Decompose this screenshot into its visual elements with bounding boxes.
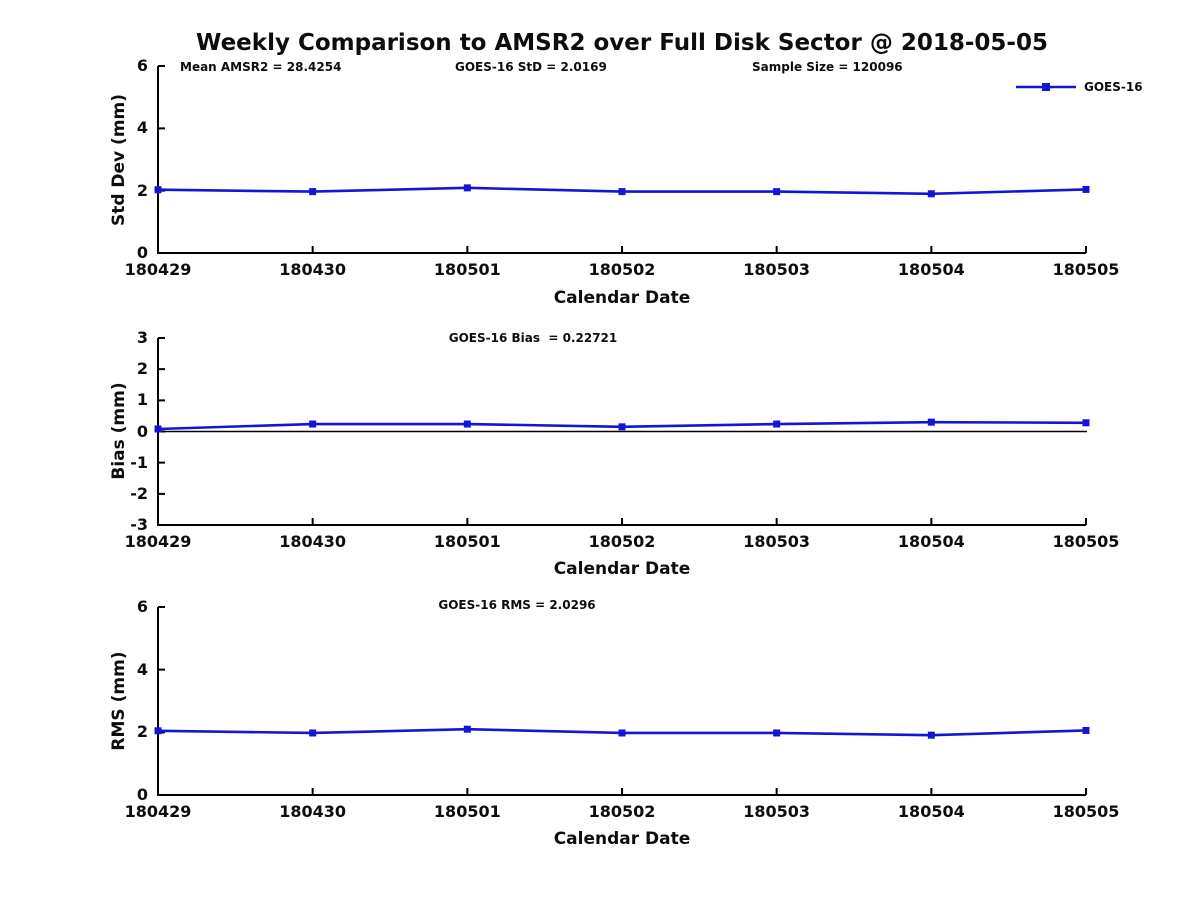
x-tick-label: 180504 [897, 260, 965, 279]
x-axis-label-3: Calendar Date [553, 829, 691, 849]
data-point-marker [309, 188, 317, 196]
legend-series-label: GOES-16 [1084, 80, 1143, 94]
data-point-marker [1082, 726, 1090, 734]
x-tick-label: 180429 [124, 260, 192, 279]
x-tick-label: 180501 [433, 532, 501, 551]
data-point-marker [618, 729, 626, 737]
x-tick-label: 180503 [743, 260, 811, 279]
axis-path [157, 65, 1087, 254]
axis-path [157, 606, 1087, 796]
x-tick-label: 180502 [588, 260, 656, 279]
y-tick-label: 6 [136, 56, 148, 75]
data-point-marker [154, 425, 162, 433]
data-point-marker [773, 188, 781, 196]
axis-path [157, 607, 1086, 796]
legend: GOES-16 [1015, 80, 1143, 94]
data-point-marker [309, 420, 317, 428]
y-tick-label: -2 [130, 483, 148, 503]
x-tick-label: 180429 [124, 802, 192, 821]
y-tick-label: 0 [136, 785, 148, 804]
x-tick-label: 180503 [743, 532, 811, 551]
figure-title: Weekly Comparison to AMSR2 over Full Dis… [196, 30, 1048, 56]
data-point-marker [927, 190, 935, 198]
data-point-marker [154, 727, 162, 735]
x-tick-label: 180501 [433, 260, 501, 279]
x-axis-label-2: Calendar Date [553, 559, 691, 579]
axis-path [157, 66, 1086, 254]
y-tick-label: -3 [130, 515, 148, 534]
x-tick-label: 180505 [1052, 260, 1120, 279]
data-point-marker [773, 420, 781, 428]
x-tick-label: 180503 [743, 802, 811, 821]
y-axis-label-std-dev: Std Dev (mm) [109, 93, 129, 227]
y-tick-label: 1 [136, 390, 148, 410]
x-tick-label: 180504 [897, 532, 965, 551]
legend-line-sample [1016, 83, 1076, 91]
annotation-mean-amsr2: Mean AMSR2 = 28.4254 [180, 60, 342, 74]
data-point-marker [1082, 419, 1090, 427]
data-point-marker [309, 729, 317, 737]
x-tick-label: 180430 [279, 532, 347, 551]
data-point-marker [927, 418, 935, 426]
x-tick-label: 180429 [124, 532, 192, 551]
x-tick-label: 180505 [1052, 532, 1120, 551]
data-point-marker [1082, 185, 1090, 193]
y-tick-label: 0 [136, 421, 148, 441]
y-tick-label: 4 [136, 118, 148, 138]
annotation-goes16-std: GOES-16 StD = 2.0169 [455, 60, 607, 74]
y-tick-label: 6 [136, 597, 148, 616]
y-tick-label: 2 [136, 180, 148, 200]
x-tick-label: 180501 [433, 802, 501, 821]
x-tick-label: 180430 [279, 802, 347, 821]
y-tick-label: 2 [136, 359, 148, 379]
x-tick-label: 180505 [1052, 802, 1120, 821]
data-point-marker [773, 729, 781, 737]
annotation-goes16-bias: GOES-16 Bias = 0.22721 [448, 331, 618, 345]
y-tick-label: -1 [130, 452, 148, 472]
data-point-marker [154, 186, 162, 194]
y-tick-label: 4 [136, 659, 148, 679]
annotation-sample-size: Sample Size = 120096 [752, 60, 903, 74]
data-point-marker [927, 731, 935, 739]
data-point-marker [463, 184, 471, 192]
x-tick-label: 180502 [588, 802, 656, 821]
x-tick-label: 180430 [279, 260, 347, 279]
y-tick-label: 2 [136, 722, 148, 742]
y-tick-label: 3 [136, 328, 148, 347]
x-tick-label: 180504 [897, 802, 965, 821]
data-point-marker [463, 725, 471, 733]
annotation-goes16-rms: GOES-16 RMS = 2.0296 [438, 598, 596, 612]
data-point-marker [618, 188, 626, 196]
x-tick-label: 180502 [588, 532, 656, 551]
y-tick-label: 0 [136, 243, 148, 262]
data-point-marker [618, 423, 626, 431]
data-point-marker [463, 420, 471, 428]
x-axis-label-1: Calendar Date [553, 288, 691, 308]
